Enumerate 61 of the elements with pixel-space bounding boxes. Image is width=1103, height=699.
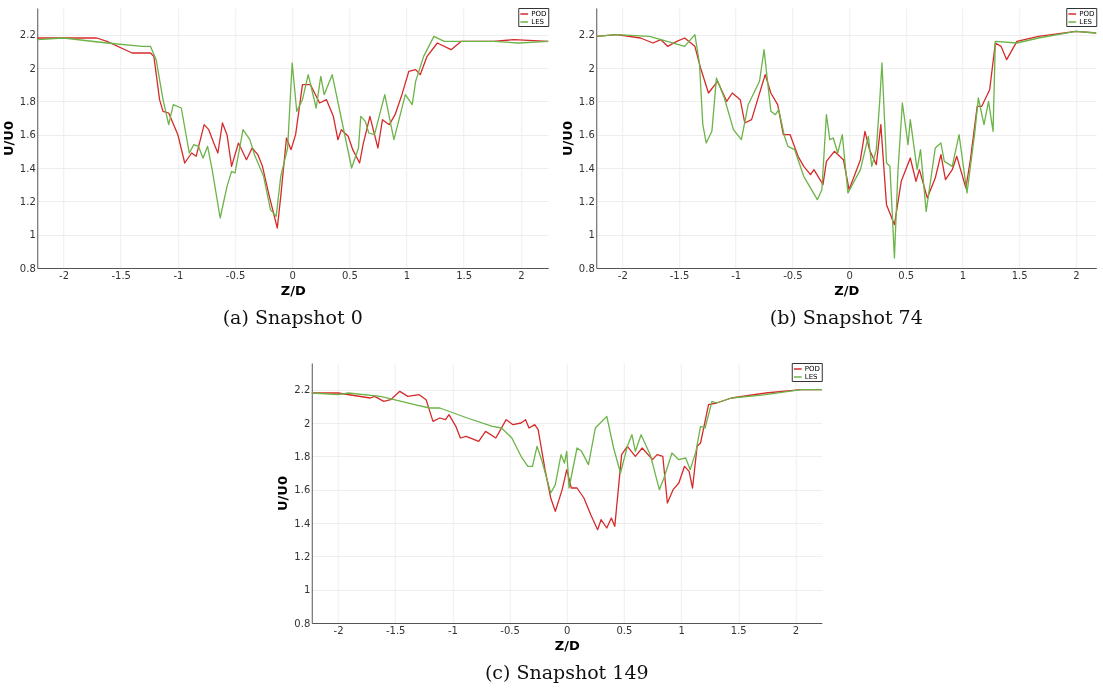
y-axis-title: U/U0 [275, 476, 291, 511]
x-tick-label: 2 [792, 624, 800, 636]
x-tick-label: 0 [564, 624, 571, 636]
x-tick-label: -1.5 [669, 269, 690, 281]
y-tick-label: 2.2 [578, 29, 595, 41]
y-tick-label: 1 [588, 229, 595, 241]
x-tick-label: 0.5 [616, 624, 633, 636]
x-tick-label: 2 [1073, 269, 1080, 281]
x-tick-label: 1 [959, 269, 967, 281]
x-tick-label: -1 [173, 269, 184, 281]
y-tick-label: 1.8 [294, 450, 311, 462]
x-tick-label: -1 [447, 624, 458, 636]
y-tick-label: 1 [303, 584, 311, 596]
x-tick-label: 1 [678, 624, 685, 636]
x-tick-label: 1.5 [1011, 269, 1028, 281]
x-tick-label: 1.5 [730, 624, 747, 636]
y-tick-label: 1.2 [294, 550, 311, 562]
x-tick-label: 0.5 [898, 269, 915, 281]
x-tick-label: 1 [403, 269, 411, 281]
y-tick-label: 2.2 [19, 29, 36, 41]
y-tick-label: 0.8 [19, 262, 36, 274]
x-tick-label: -0.5 [225, 269, 246, 281]
y-tick-label: 1.6 [294, 484, 311, 496]
x-axis-title: Z/D [834, 282, 860, 298]
y-axis-title: U/U0 [0, 121, 16, 156]
x-tick-label: 0.5 [341, 269, 358, 281]
x-tick-label: -1.5 [111, 269, 131, 281]
y-tick-label: 1 [29, 229, 36, 241]
x-tick-label: -2 [333, 624, 344, 636]
y-tick-label: 2 [29, 62, 36, 74]
x-tick-label: -0.5 [783, 269, 803, 281]
x-tick-label: -0.5 [500, 624, 520, 636]
x-axis-title: Z/D [280, 282, 306, 298]
x-tick-label: 2 [518, 269, 525, 281]
x-tick-label: 0 [289, 269, 296, 281]
x-tick-label: 0 [846, 269, 853, 281]
y-tick-label: 1.8 [19, 95, 36, 107]
x-tick-label: -1.5 [385, 624, 406, 636]
x-axis-title: Z/D [554, 637, 580, 653]
text: (c) Snapshot 149 [484, 661, 649, 683]
y-tick-label: 1.4 [19, 162, 36, 174]
line-series [311, 389, 822, 494]
y-tick-label: 1.2 [578, 195, 595, 207]
y-tick-label: 1.4 [578, 162, 595, 174]
y-tick-label: 1.4 [294, 517, 311, 529]
x-tick-label: 1.5 [456, 269, 473, 281]
x-tick-label: -2 [617, 269, 628, 281]
y-tick-label: 2 [588, 62, 595, 74]
y-tick-label: 1.6 [19, 129, 36, 141]
y-tick-label: 0.8 [294, 617, 311, 629]
text: (b) Snapshot 74 [769, 306, 923, 328]
y-tick-label: 2 [303, 417, 311, 429]
y-tick-label: 1.6 [578, 129, 595, 141]
x-tick-label: -1 [731, 269, 742, 281]
y-tick-label: 1.2 [19, 195, 36, 207]
text: (a) Snapshot 0 [222, 306, 363, 328]
y-tick-label: 1.8 [578, 95, 595, 107]
y-axis-title: U/U0 [559, 121, 575, 156]
y-tick-label: 2.2 [294, 384, 311, 396]
y-tick-label: 0.8 [578, 262, 595, 274]
x-tick-label: -2 [59, 269, 70, 281]
